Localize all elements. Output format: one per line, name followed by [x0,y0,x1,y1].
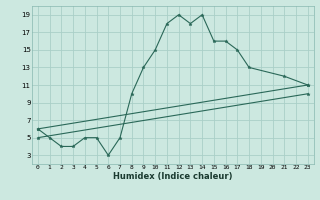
X-axis label: Humidex (Indice chaleur): Humidex (Indice chaleur) [113,172,233,181]
